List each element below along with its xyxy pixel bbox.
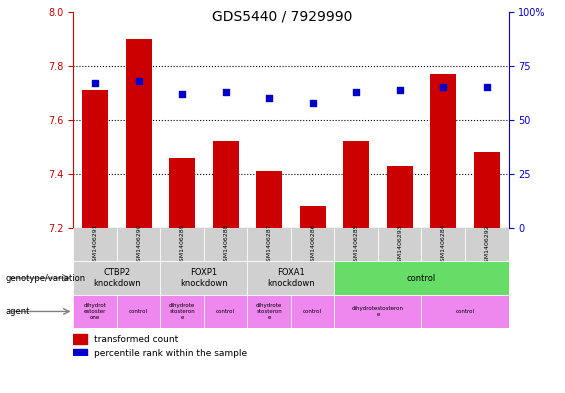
- Bar: [473, 152, 500, 228]
- FancyBboxPatch shape: [334, 261, 508, 295]
- FancyBboxPatch shape: [247, 295, 291, 328]
- Text: GDS5440 / 7929990: GDS5440 / 7929990: [212, 10, 353, 24]
- FancyBboxPatch shape: [204, 228, 247, 261]
- FancyBboxPatch shape: [73, 261, 160, 295]
- Bar: [169, 158, 195, 228]
- Text: FOXA1
knockdown: FOXA1 knockdown: [267, 268, 315, 288]
- Text: CTBP2
knockdown: CTBP2 knockdown: [93, 268, 141, 288]
- Bar: [299, 206, 326, 228]
- Text: dihydrotestosteron
e: dihydrotestosteron e: [352, 306, 404, 317]
- FancyBboxPatch shape: [378, 228, 421, 261]
- Bar: [82, 90, 108, 228]
- Text: dihydrote
stosteron
e: dihydrote stosteron e: [256, 303, 282, 320]
- Text: control: control: [129, 309, 148, 314]
- Text: GSM1406289: GSM1406289: [180, 224, 185, 265]
- Text: GSM1406285: GSM1406285: [354, 224, 359, 265]
- Text: GSM1406291: GSM1406291: [93, 224, 98, 265]
- Text: GSM1406288: GSM1406288: [223, 224, 228, 265]
- Text: control: control: [407, 274, 436, 283]
- FancyBboxPatch shape: [160, 295, 204, 328]
- FancyBboxPatch shape: [160, 261, 247, 295]
- FancyBboxPatch shape: [421, 228, 465, 261]
- Point: [396, 86, 405, 93]
- FancyBboxPatch shape: [73, 228, 117, 261]
- FancyBboxPatch shape: [334, 228, 378, 261]
- Text: control: control: [455, 309, 475, 314]
- Bar: [430, 74, 457, 228]
- Point: [264, 95, 274, 101]
- Text: GSM1406284: GSM1406284: [441, 224, 446, 265]
- Bar: [73, 349, 87, 358]
- Text: transformed count: transformed count: [94, 335, 178, 343]
- Point: [483, 84, 492, 90]
- Text: FOXP1
knockdown: FOXP1 knockdown: [180, 268, 228, 288]
- Text: GSM1406292: GSM1406292: [484, 224, 489, 266]
- Bar: [125, 39, 152, 228]
- FancyBboxPatch shape: [465, 228, 508, 261]
- Text: genotype/variation: genotype/variation: [6, 274, 86, 283]
- FancyBboxPatch shape: [73, 295, 117, 328]
- Text: GSM1406290: GSM1406290: [136, 224, 141, 265]
- Point: [90, 80, 100, 86]
- FancyBboxPatch shape: [247, 228, 291, 261]
- FancyBboxPatch shape: [291, 295, 334, 328]
- Text: dihydrote
stosteron
e: dihydrote stosteron e: [169, 303, 195, 320]
- Point: [134, 78, 144, 84]
- Text: GSM1406287: GSM1406287: [267, 224, 272, 265]
- Text: percentile rank within the sample: percentile rank within the sample: [94, 349, 247, 358]
- Point: [177, 91, 186, 97]
- Bar: [73, 334, 87, 344]
- Point: [438, 84, 447, 90]
- FancyBboxPatch shape: [117, 295, 160, 328]
- Text: GSM1406286: GSM1406286: [310, 224, 315, 265]
- FancyBboxPatch shape: [291, 228, 334, 261]
- Bar: [386, 166, 413, 228]
- Point: [351, 88, 361, 95]
- Text: control: control: [216, 309, 235, 314]
- Text: control: control: [303, 309, 322, 314]
- FancyBboxPatch shape: [204, 295, 247, 328]
- FancyBboxPatch shape: [334, 295, 421, 328]
- Text: agent: agent: [6, 307, 30, 316]
- Bar: [343, 141, 370, 228]
- Point: [221, 88, 231, 95]
- Bar: [256, 171, 282, 228]
- Point: [308, 99, 318, 106]
- FancyBboxPatch shape: [160, 228, 204, 261]
- FancyBboxPatch shape: [117, 228, 160, 261]
- FancyBboxPatch shape: [421, 295, 508, 328]
- FancyBboxPatch shape: [247, 261, 334, 295]
- Text: dihydrot
estoster
one: dihydrot estoster one: [84, 303, 107, 320]
- Bar: [212, 141, 239, 228]
- Text: GSM1406293: GSM1406293: [397, 224, 402, 266]
